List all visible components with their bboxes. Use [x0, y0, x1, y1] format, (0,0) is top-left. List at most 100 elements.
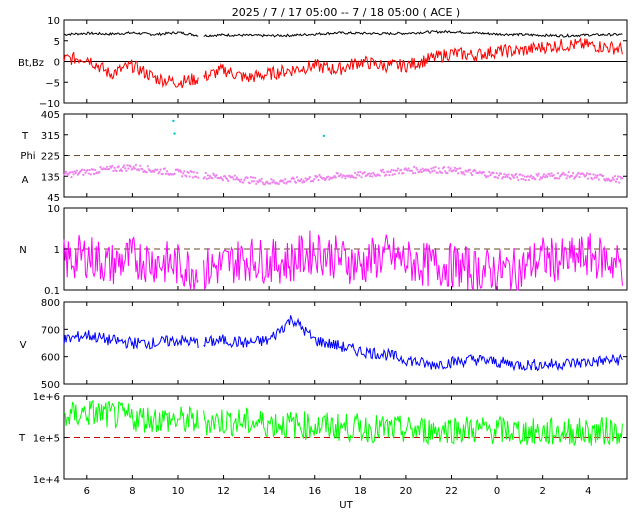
series-4: [63, 315, 623, 372]
phi-point: [234, 178, 237, 181]
phi-point: [419, 168, 422, 171]
phi-point: [540, 177, 543, 180]
yticks-4: 500 600 700 800: [41, 298, 627, 391]
phi-point: [495, 172, 498, 175]
phi-point: [388, 174, 391, 177]
series-line-v: [203, 315, 623, 372]
phi-point: [431, 170, 434, 173]
phi-point: [105, 165, 109, 168]
y-tick-label: 10: [47, 16, 60, 27]
phi-point: [277, 182, 280, 186]
phi-point: [391, 173, 394, 176]
y-tick-label: 700: [41, 325, 60, 336]
phi-point: [488, 170, 491, 174]
phi-point: [483, 174, 487, 177]
phi-point: [353, 171, 357, 175]
phi-point: [363, 171, 366, 174]
series-line-bz: [203, 37, 623, 83]
x-tick-label: 2: [539, 486, 545, 497]
phi-point: [571, 171, 575, 175]
phi-point: [316, 175, 319, 178]
x-tick-label: 22: [445, 486, 458, 497]
phi-point: [129, 165, 132, 168]
phi-point: [208, 174, 212, 178]
phi-point: [204, 171, 207, 175]
phi-point: [585, 172, 589, 175]
phi-point: [270, 178, 273, 181]
y-tick-label: 315: [41, 131, 60, 142]
phi-point: [515, 172, 518, 176]
phi-point: [246, 176, 249, 179]
phi-point: [360, 176, 363, 179]
phi-point: [397, 172, 401, 175]
phi-point: [595, 176, 598, 179]
phi-point: [251, 176, 255, 179]
phi-point: [562, 171, 565, 174]
phi-point: [239, 180, 242, 183]
phi-point: [613, 175, 617, 178]
phi-point: [300, 178, 303, 181]
yticks-5: 1e+4 1e+5 1e+6: [33, 392, 627, 486]
phi-point: [141, 168, 144, 171]
panel-speed: 500 600 700 800 V: [20, 298, 628, 391]
y-tick-label: 1: [54, 245, 60, 256]
phi-point: [455, 167, 459, 171]
phi-point: [557, 177, 561, 180]
phi-point: [181, 175, 184, 178]
phi-point: [576, 173, 579, 176]
phi-point: [254, 176, 257, 179]
phi-point: [414, 171, 417, 175]
phi-point: [611, 176, 614, 179]
phi-point: [416, 168, 419, 171]
phi-point: [440, 171, 444, 174]
phi-point: [356, 173, 359, 176]
phi-point: [406, 169, 409, 172]
phi-point: [214, 175, 217, 179]
phi-point: [192, 171, 196, 174]
phi-point: [526, 175, 530, 178]
phi-point: [72, 173, 75, 176]
phi-point: [121, 166, 125, 169]
phi-point: [421, 167, 424, 170]
phi-point: [91, 168, 95, 171]
series-line-n: [63, 234, 199, 291]
y-tick-label: 0.1: [44, 286, 60, 297]
phi-point: [81, 168, 84, 171]
phi-point: [308, 175, 312, 179]
phi-point: [517, 178, 520, 182]
phi-point: [501, 177, 504, 180]
phi-point: [313, 178, 316, 181]
phi-point: [402, 172, 405, 175]
phi-point: [120, 169, 124, 172]
phi-point: [231, 176, 234, 179]
series-line-t: [203, 406, 623, 447]
phi-point: [159, 168, 162, 171]
phi-point: [131, 167, 134, 170]
phi-point: [541, 175, 545, 178]
phi-point: [221, 179, 225, 182]
phi-point: [99, 166, 102, 169]
phi-point: [139, 164, 142, 167]
phi-point: [602, 174, 605, 178]
phi-point: [552, 174, 555, 177]
phi-point: [449, 167, 452, 170]
phi-point: [75, 169, 78, 172]
phi-point: [125, 169, 128, 172]
phi-point: [352, 176, 356, 179]
phi-point: [452, 169, 455, 172]
phi-point: [324, 177, 328, 180]
yticks-3: 0.1 1 10: [44, 204, 627, 297]
phi-point: [606, 179, 609, 182]
phi-point: [589, 173, 592, 176]
phi-point: [115, 170, 118, 173]
phi-point: [124, 167, 127, 170]
phi-point: [570, 174, 574, 177]
phi-point: [134, 163, 138, 166]
series-line-bt: [63, 31, 199, 37]
phi-point: [237, 178, 241, 182]
phi-point: [158, 170, 161, 174]
phi-point: [509, 177, 512, 181]
phi-point: [454, 169, 458, 172]
phi-point: [188, 175, 191, 178]
phi-point: [605, 177, 608, 180]
